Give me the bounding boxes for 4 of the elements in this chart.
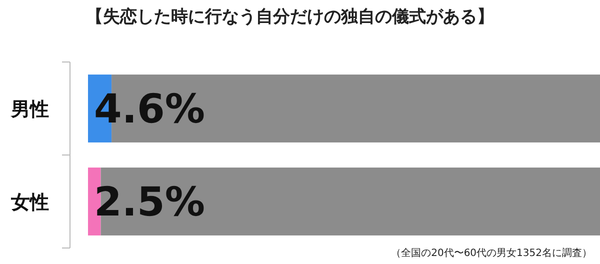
annotation: （全国の20代〜60代の男女1352名に調査） <box>391 247 592 259</box>
y-tick-label: 男性 <box>10 98 49 120</box>
y-tick-label: 女性 <box>10 192 49 214</box>
chart-title: 【失恋した時に行なう自分だけの独自の儀式がある】 <box>86 7 494 27</box>
